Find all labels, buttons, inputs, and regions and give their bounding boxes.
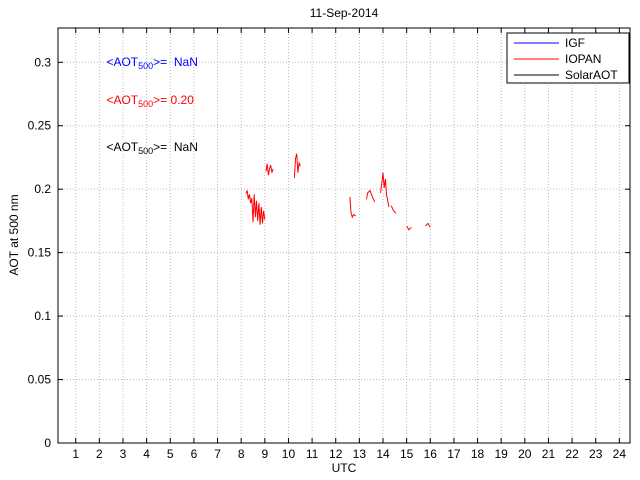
legend-label-iopan: IOPAN <box>565 52 601 66</box>
y-tick-label: 0.2 <box>34 182 51 196</box>
x-tick-label: 15 <box>400 447 414 461</box>
legend-label-solaraot: SolarAOT <box>565 68 618 82</box>
x-tick-label: 12 <box>329 447 343 461</box>
y-tick-label: 0.3 <box>34 55 51 69</box>
data-series-iopan <box>390 205 397 214</box>
x-tick-label: 10 <box>282 447 296 461</box>
data-series-iopan <box>349 196 357 219</box>
annotation-value: >= NaN <box>153 55 198 70</box>
y-tick-label: 0.25 <box>28 119 52 133</box>
annotation-value: >= 0.20 <box>153 93 194 108</box>
x-tick-label: 21 <box>542 447 556 461</box>
data-series-iopan <box>366 189 376 203</box>
x-tick-label: 9 <box>261 447 268 461</box>
x-tick-label: 23 <box>589 447 603 461</box>
annotation-text: <AOT <box>106 140 139 155</box>
annotation-subscript: 500 <box>138 61 154 72</box>
x-tick-label: 14 <box>376 447 390 461</box>
x-tick-label: 20 <box>518 447 532 461</box>
x-tick-label: 1 <box>72 447 79 461</box>
x-tick-label: 11 <box>306 447 319 461</box>
x-tick-label: 18 <box>471 447 485 461</box>
data-series-iopan <box>265 163 274 176</box>
annotation-text: <AOT <box>106 55 139 70</box>
y-tick-label: 0.05 <box>28 373 52 387</box>
chart-title: 11-Sep-2014 <box>309 6 379 20</box>
annotation-mean-aot: <AOT500>= 0.20 <box>106 91 193 113</box>
x-tick-label: 4 <box>143 447 150 461</box>
x-tick-label: 6 <box>191 447 198 461</box>
data-series-iopan <box>293 153 301 178</box>
x-tick-label: 22 <box>565 447 579 461</box>
annotation-subscript: 500 <box>138 99 154 110</box>
x-tick-label: 5 <box>167 447 174 461</box>
x-tick-label: 3 <box>120 447 127 461</box>
y-tick-label: 0 <box>44 436 51 450</box>
x-tick-label: 24 <box>613 447 627 461</box>
y-axis-label: AOT at 500 nm <box>7 194 21 276</box>
data-series-iopan <box>380 172 390 207</box>
data-series-iopan <box>406 225 412 231</box>
annotation-subscript: 500 <box>138 146 154 157</box>
x-tick-label: 17 <box>447 447 461 461</box>
x-tick-label: 13 <box>353 447 367 461</box>
annotation-value: >= NaN <box>153 140 198 155</box>
annotation-mean-aot: <AOT500>= NaN <box>106 53 197 75</box>
data-series-iopan <box>245 190 266 225</box>
axes-border <box>57 27 631 444</box>
x-tick-label: 2 <box>96 447 103 461</box>
y-tick-label: 0.15 <box>28 246 52 260</box>
x-axis-label: UTC <box>331 461 357 475</box>
x-tick-label: 8 <box>238 447 245 461</box>
legend-label-igf: IGF <box>565 36 585 50</box>
annotation-mean-aot: <AOT500>= NaN <box>106 138 197 160</box>
x-tick-label: 19 <box>495 447 509 461</box>
x-tick-label: 7 <box>214 447 221 461</box>
data-series-iopan <box>425 222 431 228</box>
annotation-text: <AOT <box>106 93 139 108</box>
y-tick-label: 0.1 <box>34 309 51 323</box>
x-tick-label: 16 <box>424 447 438 461</box>
